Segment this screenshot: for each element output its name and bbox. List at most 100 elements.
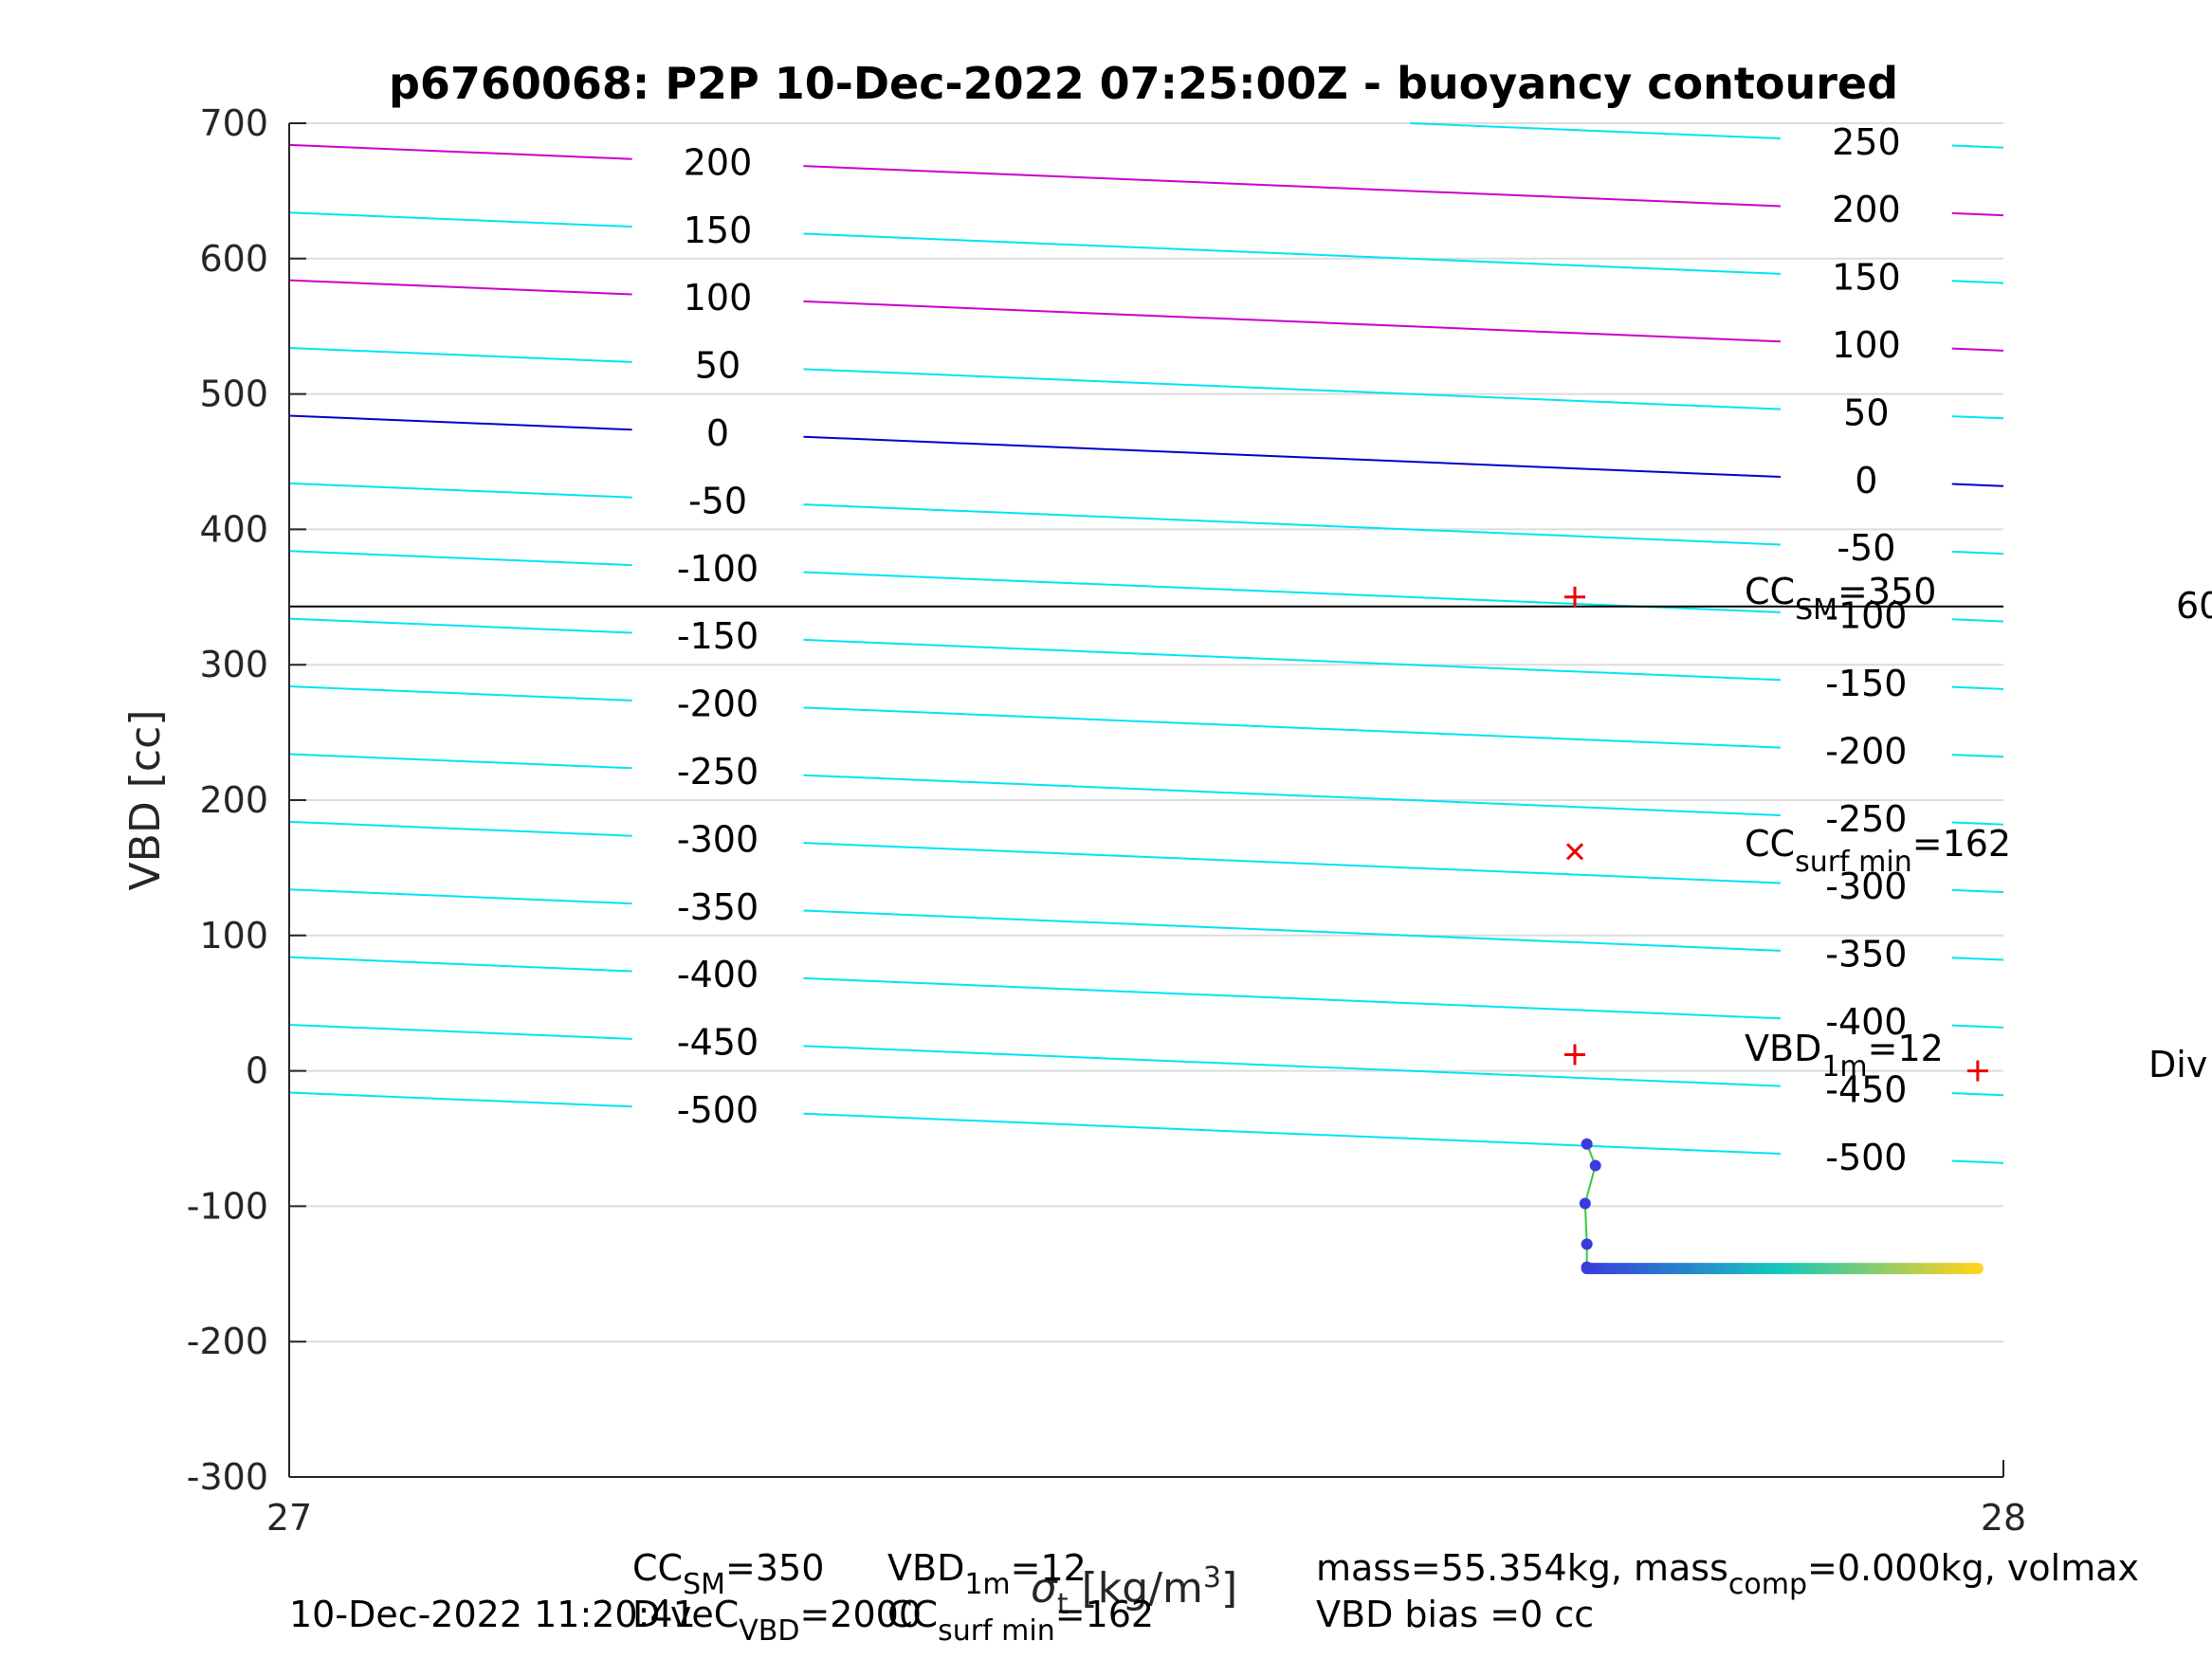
footer-dive-rest: eC xyxy=(691,1594,739,1635)
footer-vbd-1m-main: VBD xyxy=(887,1547,964,1589)
contour-line-13-1 xyxy=(803,232,1782,275)
contour-line-1-2 xyxy=(1951,1092,2004,1097)
contour-label-13-1: 150 xyxy=(1832,257,1901,299)
contour-line-15-1 xyxy=(1951,144,2004,149)
contour-line-11-1 xyxy=(803,368,1782,410)
contour-line-14-2 xyxy=(1951,211,2004,217)
y-tick-label-8: -100 xyxy=(187,1185,268,1227)
y-tick-label-6: 100 xyxy=(199,915,268,957)
contour-line-2-2 xyxy=(1951,1024,2004,1029)
contour-line-3-0 xyxy=(288,888,632,905)
contour-line-4-2 xyxy=(1951,888,2004,894)
footer-dive-main: Div xyxy=(632,1594,691,1635)
footer-cc-sm: CCSM=350 xyxy=(632,1547,824,1601)
y-tick-labels: 700 600 500 400 300 200 100 0 -100 -200 -300 xyxy=(187,102,306,1498)
div-marker xyxy=(1966,1060,1988,1082)
dive-point-3 xyxy=(1581,1238,1593,1250)
contour-line-12-0 xyxy=(288,279,632,296)
annotation-vbd-1m-sub: 1m xyxy=(1821,1050,1867,1084)
contour-line-14-1 xyxy=(803,165,1782,208)
y-axis-label: VBD [cc] xyxy=(121,710,170,891)
buoyancy-contours: -500-500-450-450-400-400-350-350-300-300… xyxy=(288,121,2004,1178)
footer-cc-surf-min: CCsurf min=162 xyxy=(887,1594,1154,1648)
annotation-cc-sm-rest: =350 xyxy=(1837,571,1936,612)
dive-trace xyxy=(1579,1138,1983,1275)
footer-vbd-1m-rest: =12 xyxy=(1011,1547,1087,1589)
annotation-cc-sm: CCSM=350 xyxy=(1745,571,1936,627)
y-tick-label-9: -200 xyxy=(187,1321,268,1362)
contour-line-11-0 xyxy=(288,347,632,363)
contour-line-0-1 xyxy=(803,1112,1782,1156)
annotation-vbd-1m-rest: =12 xyxy=(1868,1028,1944,1069)
contour-label-4-0: -300 xyxy=(677,818,759,860)
footer-cc-surf-min-main: CC xyxy=(887,1594,938,1635)
cc-surf-min-marker-d2 xyxy=(1565,843,1584,861)
contour-label-14-0: 200 xyxy=(684,141,753,183)
contour-label-15-1: 250 xyxy=(1832,121,1901,163)
contour-label-5-1: -250 xyxy=(1825,798,1907,840)
contour-line-13-2 xyxy=(1951,280,2004,284)
x-tick-label-0: 27 xyxy=(266,1497,312,1539)
contour-line-6-0 xyxy=(288,685,632,702)
annotation-vbd-1m: VBD1m=12 xyxy=(1745,1028,1944,1084)
annotation-right-div: Div xyxy=(2148,1044,2207,1085)
x-tick-label-1: 28 xyxy=(1981,1497,2026,1539)
x-axis-label-suffix: [kg/m xyxy=(1069,1564,1203,1613)
contour-label-9-0: -50 xyxy=(688,480,747,521)
contour-label-12-1: 100 xyxy=(1832,324,1901,366)
contour-line-9-0 xyxy=(288,482,632,499)
annotation-cc-surf-min-sub: surf min xyxy=(1795,846,1912,879)
contour-label-14-1: 200 xyxy=(1832,189,1901,230)
contour-label-10-1: 0 xyxy=(1855,460,1877,501)
footer-cc-sm-sub: SM xyxy=(683,1568,725,1601)
contour-label-6-0: -200 xyxy=(677,684,759,725)
x-axis-label-sup: 3 xyxy=(1203,1561,1221,1595)
footer-timestamp: 10-Dec-2022 11:20:41 xyxy=(289,1594,696,1635)
contour-line-11-2 xyxy=(1951,415,2004,420)
contour-label-7-0: -150 xyxy=(677,615,759,657)
x-axis-label: σt [kg/m3] xyxy=(1031,1561,1237,1621)
y-tick-label-1: 600 xyxy=(199,238,268,280)
footer-vbd-1m: VBD1m=12 xyxy=(887,1547,1087,1601)
annotation-cc-sm-sub: SM xyxy=(1795,593,1837,627)
contour-label-9-1: -50 xyxy=(1837,527,1895,569)
contour-line-7-0 xyxy=(288,617,632,634)
x-axis-label-prefix: σ xyxy=(1031,1564,1058,1613)
footer-mass: mass=55.354kg, masscomp=0.000kg, volmax xyxy=(1316,1547,2139,1601)
y-tick-label-5: 200 xyxy=(199,779,268,821)
contour-line-0-2 xyxy=(1951,1159,2004,1164)
footer-vbd-1m-sub: 1m xyxy=(964,1568,1010,1601)
contour-line-5-2 xyxy=(1951,821,2004,826)
contour-line-10-1 xyxy=(803,435,1782,479)
contour-line-0-0 xyxy=(288,1091,632,1108)
dive-point-164 xyxy=(1971,1263,1983,1275)
contour-line-1-1 xyxy=(803,1045,1782,1087)
footer-cc-sm-main: CC xyxy=(632,1547,683,1589)
contour-line-10-0 xyxy=(288,414,632,431)
footer-dive-sub: VBD xyxy=(739,1614,799,1648)
contour-line-12-1 xyxy=(803,300,1782,343)
contour-line-10-2 xyxy=(1951,483,2004,487)
y-tick-label-2: 500 xyxy=(199,374,268,415)
footer-mass-a: mass=55.354kg, mass xyxy=(1316,1547,1728,1589)
contour-line-1-0 xyxy=(288,1024,632,1040)
y-tick-label-7: 0 xyxy=(246,1050,268,1092)
contour-label-1-1: -450 xyxy=(1825,1068,1907,1110)
contour-line-12-2 xyxy=(1951,347,2004,352)
annotation-cc-surf-min: CCsurf min=162 xyxy=(1745,823,2011,879)
contour-label-0-1: -500 xyxy=(1825,1137,1907,1178)
dive-point-0 xyxy=(1581,1138,1593,1150)
contour-label-5-0: -250 xyxy=(677,751,759,793)
contour-line-8-2 xyxy=(1951,618,2004,623)
contour-label-11-1: 50 xyxy=(1843,392,1889,433)
contour-line-4-1 xyxy=(803,842,1782,884)
footer-vbd-bias: VBD bias =0 cc xyxy=(1316,1594,1594,1635)
dive-point-2 xyxy=(1579,1197,1591,1210)
cc-sm-marker xyxy=(1564,586,1585,608)
cc-surf-min-marker xyxy=(1565,843,1584,861)
contour-line-9-2 xyxy=(1951,550,2004,556)
contour-label-1-0: -450 xyxy=(677,1022,759,1064)
footer-dive-vbd: DiveCVBD=2000 xyxy=(632,1594,922,1648)
x-axis-label-sub: t xyxy=(1057,1588,1069,1621)
